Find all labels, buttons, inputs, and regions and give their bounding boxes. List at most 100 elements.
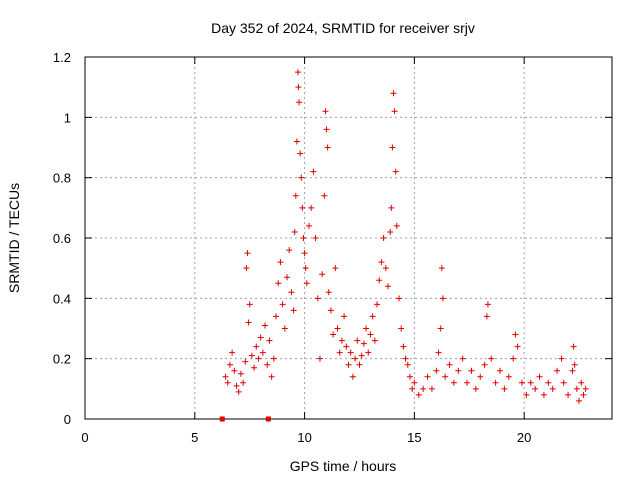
data-point: [420, 385, 427, 392]
data-point: [336, 349, 343, 356]
data-point: [360, 340, 367, 347]
data-point: [245, 319, 252, 326]
data-point: [356, 361, 363, 368]
data-point: [314, 295, 321, 302]
data-point: [240, 379, 247, 386]
data-point: [330, 331, 337, 338]
y-tick-label: 0.8: [53, 171, 71, 186]
data-point: [477, 373, 484, 380]
data-point: [296, 99, 303, 106]
y-tick-label: 1: [64, 110, 71, 125]
data-point: [393, 222, 400, 229]
plot-frame: [84, 56, 613, 420]
data-point: [290, 307, 297, 314]
data-point: [505, 373, 512, 380]
data-point: [303, 280, 310, 287]
data-point: [237, 370, 244, 377]
data-point: [248, 352, 255, 359]
data-point: [450, 379, 457, 386]
data-point: [298, 174, 305, 181]
data-point: [338, 337, 345, 344]
x-tick-label: 0: [81, 430, 88, 445]
data-point: [483, 313, 490, 320]
data-point: [582, 385, 589, 392]
data-point: [235, 388, 242, 395]
x-tick-label: 15: [407, 430, 421, 445]
data-point: [536, 373, 543, 380]
data-point: [324, 144, 331, 151]
data-point: [387, 228, 394, 235]
data-point: [411, 379, 418, 386]
data-point: [488, 355, 495, 362]
data-point: [275, 280, 282, 287]
data-point: [279, 301, 286, 308]
data-point: [569, 367, 576, 374]
x-tick-label: 10: [297, 430, 311, 445]
data-point: [580, 391, 587, 398]
data-point: [273, 313, 280, 320]
data-point: [233, 382, 240, 389]
data-point: [433, 367, 440, 374]
data-point: [382, 265, 389, 272]
data-point: [310, 168, 317, 175]
data-point: [224, 379, 231, 386]
data-point: [299, 204, 306, 211]
data-point: [545, 379, 552, 386]
data-point: [514, 343, 521, 350]
data-point: [322, 108, 329, 115]
data-point: [229, 349, 236, 356]
data-point: [325, 289, 332, 296]
data-point: [255, 355, 262, 362]
chart-title: Day 352 of 2024, SRMTID for receiver srj…: [211, 20, 475, 36]
data-point: [345, 361, 352, 368]
data-point: [257, 334, 264, 341]
data-point: [455, 367, 462, 374]
data-point: [354, 337, 361, 344]
data-point: [573, 385, 580, 392]
data-point: [323, 126, 330, 133]
data-point: [402, 355, 409, 362]
data-point: [409, 385, 416, 392]
data-point: [532, 385, 539, 392]
data-point: [390, 90, 397, 97]
data-point: [365, 349, 372, 356]
data-point: [347, 349, 354, 356]
data-point: [369, 313, 376, 320]
data-point: [302, 265, 309, 272]
data-point: [270, 355, 277, 362]
data-point: [527, 379, 534, 386]
data-point: [565, 391, 572, 398]
data-point: [439, 295, 446, 302]
data-point: [316, 355, 323, 362]
data-point: [334, 325, 341, 332]
data-point: [367, 331, 374, 338]
data-point: [576, 397, 583, 404]
data-point: [291, 228, 298, 235]
data-point: [391, 108, 398, 115]
data-point: [378, 259, 385, 266]
data-point: [406, 373, 413, 380]
y-tick-label: 0: [64, 412, 71, 427]
data-point: [554, 367, 561, 374]
data-point: [281, 325, 288, 332]
data-point: [385, 283, 392, 290]
data-point: [549, 385, 556, 392]
data-point: [259, 349, 266, 356]
x-tick-label: 20: [517, 430, 531, 445]
data-point: [268, 373, 275, 380]
data-point: [321, 192, 328, 199]
y-tick-label: 0.4: [53, 291, 71, 306]
grid-lines: [85, 57, 612, 419]
data-point: [428, 385, 435, 392]
data-point: [284, 274, 291, 281]
data-point: [570, 343, 577, 350]
data-point: [371, 337, 378, 344]
data-point: [246, 301, 253, 308]
data-point: [392, 168, 399, 175]
data-point: [293, 138, 300, 145]
data-point: [297, 150, 304, 157]
data-point: [540, 391, 547, 398]
data-point: [319, 271, 326, 278]
data-point: [523, 391, 530, 398]
